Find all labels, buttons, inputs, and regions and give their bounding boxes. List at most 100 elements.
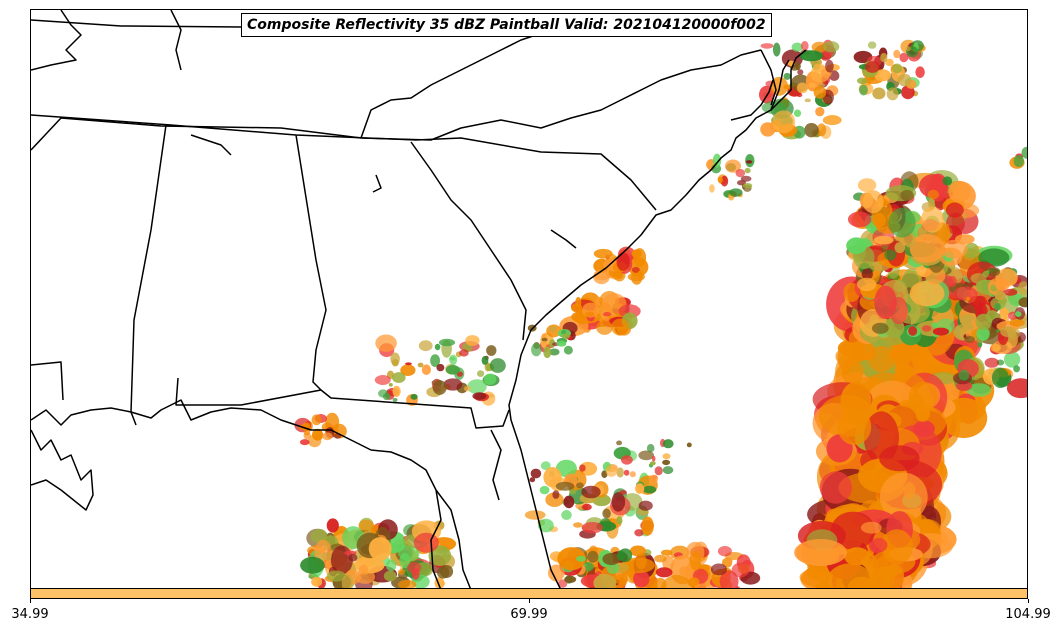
reflectivity-blob [593, 574, 617, 588]
reflectivity-blob [434, 343, 441, 351]
reflectivity-blob [602, 312, 612, 317]
reflectivity-blob [844, 547, 870, 566]
reflectivity-blob [719, 570, 739, 588]
reflectivity-blob [1009, 319, 1025, 327]
great-lakes-shoreline [31, 10, 82, 71]
reflectivity-blob [616, 440, 623, 446]
reflectivity-blob [555, 481, 575, 491]
reflectivity-blob [531, 342, 542, 357]
louisiana-coastline [31, 429, 94, 511]
reflectivity-blob [449, 354, 458, 365]
reflectivity-blob [438, 338, 456, 347]
reflectivity-blob [557, 547, 586, 571]
reflectivity-blob [804, 123, 819, 138]
reflectivity-blob [440, 581, 446, 586]
reflectivity-blob [593, 269, 611, 281]
reflectivity-blob [879, 472, 928, 522]
reflectivity-blob [390, 352, 400, 366]
reflectivity-blob [1000, 326, 1017, 338]
reflectivity-blob [428, 545, 452, 566]
reflectivity-blob [557, 579, 568, 588]
reflectivity-blob [413, 532, 439, 553]
reflectivity-blob [1021, 146, 1027, 159]
reflectivity-blob [641, 516, 654, 536]
reflectivity-blob [1018, 281, 1027, 296]
reflectivity-blob [932, 327, 950, 336]
reflectivity-blob [651, 455, 656, 462]
reflectivity-blob [880, 529, 914, 565]
colorbar-tick-mark [529, 599, 530, 603]
reflectivity-blob [655, 567, 673, 578]
reflectivity-blob [662, 439, 674, 449]
reflectivity-blob [465, 335, 480, 346]
reflectivity-blob [994, 303, 1001, 311]
reflectivity-blob [889, 296, 908, 325]
reflectivity-blob [727, 557, 733, 565]
reflectivity-blob [927, 189, 939, 200]
reflectivity-blob [796, 82, 809, 94]
reflectivity-blob [966, 383, 992, 397]
reflectivity-blob [646, 444, 655, 453]
reflectivity-blob [581, 485, 601, 499]
reflectivity-blob [443, 378, 463, 391]
reflectivity-blob [368, 537, 392, 561]
reflectivity-blob [953, 286, 978, 301]
reflectivity-blob [638, 500, 653, 511]
map-title: Composite Reflectivity 35 dBZ Paintball … [241, 13, 772, 37]
reflectivity-blob [649, 584, 659, 588]
reflectivity-blob [552, 490, 560, 499]
reflectivity-blob [879, 445, 920, 472]
reflectivity-blob [540, 461, 551, 471]
state-border-tn-nc [31, 114, 657, 211]
reflectivity-blob [592, 494, 611, 507]
state-border-ga-sc [410, 141, 527, 341]
reflectivity-blob [686, 442, 692, 448]
reflectivity-blob [991, 367, 1009, 388]
reflectivity-blob [358, 564, 369, 576]
reflectivity-blob [661, 574, 693, 588]
reflectivity-blob [486, 345, 497, 356]
reflectivity-blob [300, 439, 310, 446]
state-border-kentucky-virginia [360, 19, 572, 139]
reflectivity-blob [587, 550, 599, 563]
reflectivity-blob [731, 562, 750, 578]
colorbar-tick-mark [30, 599, 31, 603]
reflectivity-blob [643, 485, 657, 494]
reflectivity-blob [410, 393, 418, 400]
reflectivity-blob [808, 82, 817, 88]
reflectivity-blob [994, 291, 1006, 301]
colorbar-tick-label: 34.99 [11, 607, 49, 622]
reflectivity-blob [908, 326, 918, 336]
reflectivity-blob [899, 52, 909, 63]
reflectivity-blob [635, 483, 645, 494]
reflectivity-blob [662, 453, 671, 460]
reflectivity-blob [745, 160, 753, 164]
reflectivity-blob [729, 188, 743, 197]
reservoir-1 [190, 134, 232, 156]
lake-okeechobee-shore [490, 429, 502, 501]
reflectivity-blob [945, 202, 964, 218]
reflectivity-blob [582, 503, 592, 511]
reflectivity-blob [654, 554, 667, 563]
outer-banks [770, 59, 790, 111]
reflectivity-blob [374, 375, 391, 385]
reflectivity-blob [463, 385, 471, 392]
reflectivity-blob [581, 522, 603, 534]
reflectivity-blob [629, 471, 636, 478]
reflectivity-blob [772, 110, 796, 134]
reflectivity-blob [958, 369, 970, 381]
reflectivity-blob [616, 467, 624, 478]
state-border-al-fl [31, 361, 64, 401]
reflectivity-blob [717, 546, 732, 557]
reflectivity-blob [813, 86, 827, 99]
reflectivity-blob [801, 41, 809, 51]
reflectivity-blob [418, 340, 433, 352]
chesapeake-shore [760, 49, 777, 106]
colorbar-tick-mark [1028, 599, 1029, 603]
reflectivity-blob [964, 242, 980, 259]
reflectivity-blob [886, 87, 899, 101]
reflectivity-blob [846, 237, 867, 254]
reflectivity-blob [556, 340, 567, 347]
state-border-ohio-river [31, 49, 762, 151]
reflectivity-blob [712, 153, 722, 168]
